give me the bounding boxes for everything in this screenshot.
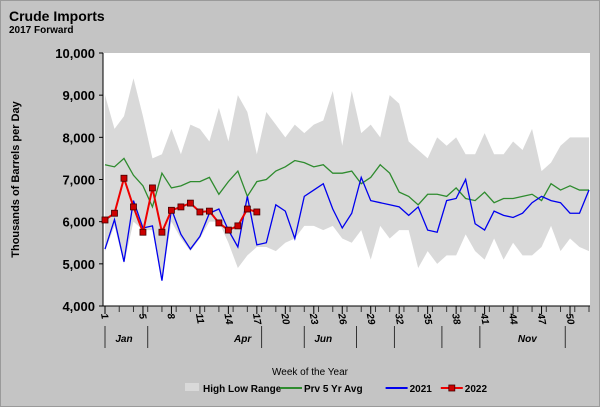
chart-subtitle: 2017 Forward bbox=[9, 25, 74, 36]
data-point-2022 bbox=[215, 219, 223, 227]
y-tick-label: 7,000 bbox=[62, 173, 95, 188]
x-tick-label: 14 bbox=[221, 313, 234, 326]
legend-swatch-marker bbox=[448, 384, 456, 392]
x-tick-label: 1 bbox=[98, 313, 110, 321]
x-tick-label: 35 bbox=[421, 313, 434, 326]
month-label: Jan bbox=[115, 334, 132, 345]
legend-label: 2021 bbox=[410, 384, 433, 395]
x-tick-label: 38 bbox=[449, 313, 462, 326]
legend-label: High Low Range bbox=[203, 384, 282, 395]
data-point-2022 bbox=[111, 209, 118, 217]
chart-title: Crude Imports bbox=[9, 8, 105, 24]
x-tick-label: 41 bbox=[477, 312, 490, 326]
x-tick-label: 11 bbox=[193, 313, 206, 326]
y-tick-label: 4,000 bbox=[62, 299, 95, 314]
y-tick-label: 10,000 bbox=[55, 46, 95, 61]
month-label: Apr bbox=[233, 334, 252, 345]
data-point-2022 bbox=[234, 222, 242, 230]
data-point-2022 bbox=[130, 203, 137, 211]
data-point-2022 bbox=[205, 207, 213, 215]
month-label: Jun bbox=[314, 334, 332, 345]
x-tick-label: 26 bbox=[335, 312, 348, 326]
y-axis-title: Thousands of Barrels per Day bbox=[10, 100, 22, 257]
x-axis-title: Week of the Year bbox=[272, 367, 349, 378]
x-tick-label: 23 bbox=[307, 312, 320, 326]
data-point-2022 bbox=[149, 184, 156, 192]
x-tick-label: 20 bbox=[278, 312, 291, 326]
x-tick-label: 29 bbox=[364, 312, 377, 326]
x-tick-label: 44 bbox=[506, 312, 519, 326]
series-line-prv-5-yr-avg bbox=[104, 157, 589, 209]
x-tick-label: 5 bbox=[136, 313, 148, 321]
y-tick-label: 6,000 bbox=[62, 215, 95, 230]
data-point-2022 bbox=[139, 228, 147, 236]
y-tick-label: 8,000 bbox=[62, 130, 95, 145]
data-point-2022 bbox=[243, 205, 251, 213]
data-point-2022 bbox=[158, 228, 166, 236]
x-tick-label: 17 bbox=[250, 313, 263, 326]
legend-label: 2022 bbox=[465, 384, 488, 395]
x-tick-label: 32 bbox=[392, 313, 405, 326]
y-tick-label: 9,000 bbox=[62, 88, 95, 103]
series-line-2021 bbox=[104, 175, 590, 281]
x-tick-label: 50 bbox=[563, 313, 576, 326]
month-label: Nov bbox=[518, 334, 538, 345]
data-point-2022 bbox=[187, 199, 194, 207]
data-point-2022 bbox=[120, 174, 128, 182]
data-point-2022 bbox=[196, 208, 204, 216]
data-point-2022 bbox=[224, 226, 232, 234]
legend-label: Prv 5 Yr Avg bbox=[304, 384, 363, 395]
data-point-2022 bbox=[101, 216, 109, 224]
data-point-2022 bbox=[168, 206, 175, 214]
legend-swatch-range bbox=[185, 383, 199, 391]
data-point-2022 bbox=[253, 208, 261, 216]
data-point-2022 bbox=[177, 203, 185, 211]
y-tick-label: 5,000 bbox=[62, 257, 95, 272]
x-tick-label: 8 bbox=[164, 313, 176, 321]
x-tick-label: 47 bbox=[534, 312, 547, 326]
